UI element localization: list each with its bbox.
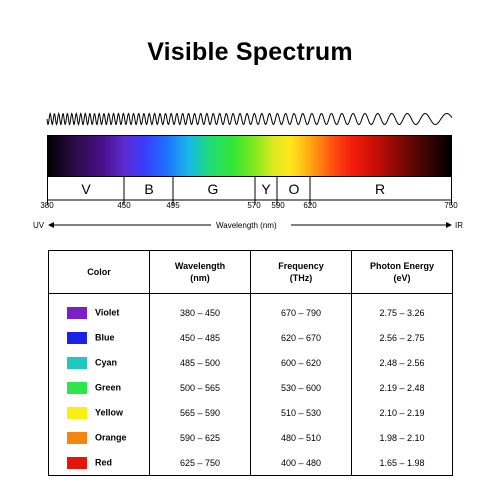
photon-energy-cell: 1.98 – 2.10 xyxy=(351,425,453,450)
color-swatch xyxy=(67,381,87,394)
wavelength-cell: 625 – 750 xyxy=(149,450,251,476)
wavelength-cell: 590 – 625 xyxy=(149,425,251,450)
uv-arrowhead-icon xyxy=(48,222,54,228)
color-name: Red xyxy=(95,456,113,467)
ir-label: IR xyxy=(455,221,463,230)
table-row: Blue 450 – 485 620 – 670 2.56 – 2.75 xyxy=(48,325,453,350)
band-letter-violet: V xyxy=(81,181,91,197)
band-letter-blue: B xyxy=(144,181,154,197)
spectrum-bar xyxy=(47,135,452,177)
tick-label-620: 620 xyxy=(303,201,317,210)
wavelength-cell: 565 – 590 xyxy=(149,400,251,425)
photon-energy-cell: 2.75 – 3.26 xyxy=(351,293,453,325)
frequency-cell: 600 – 620 xyxy=(250,350,352,375)
page-title: Visible Spectrum xyxy=(147,38,353,66)
color-name: Blue xyxy=(95,331,115,342)
table-row: Green 500 – 565 530 – 600 2.19 – 2.48 xyxy=(48,375,453,400)
frequency-cell: 620 – 670 xyxy=(250,325,352,350)
header-wavelength-text: Wavelength (nm) xyxy=(174,261,226,283)
frequency-cell: 480 – 510 xyxy=(250,425,352,450)
color-name: Orange xyxy=(95,431,127,442)
color-cell: Yellow xyxy=(48,400,150,425)
photon-energy-cell: 2.19 – 2.48 xyxy=(351,375,453,400)
color-name: Yellow xyxy=(95,406,124,417)
color-cell: Violet xyxy=(48,293,150,325)
wavelength-axis-label: Wavelength (nm) xyxy=(216,221,277,230)
color-name: Violet xyxy=(95,306,120,317)
color-name: Cyan xyxy=(95,356,118,367)
frequency-cell: 670 – 790 xyxy=(250,293,352,325)
color-swatch xyxy=(67,456,87,469)
band-letter-green: G xyxy=(207,181,219,197)
color-swatch xyxy=(67,356,87,369)
wavelength-cell: 485 – 500 xyxy=(149,350,251,375)
table-row: Violet 380 – 450 670 – 790 2.75 – 3.26 xyxy=(48,293,453,325)
color-cell: Green xyxy=(48,375,150,400)
color-swatch xyxy=(67,431,87,444)
frequency-cell: 400 – 480 xyxy=(250,450,352,476)
color-cell: Red xyxy=(48,450,150,476)
table-body: Violet 380 – 450 670 – 790 2.75 – 3.26 Blue 4… xyxy=(48,293,453,476)
tick-label-590: 590 xyxy=(271,201,285,210)
tick-label-450: 450 xyxy=(117,201,131,210)
header-wavelength: Wavelength (nm) xyxy=(149,250,251,294)
header-frequency-text: Frequency (THz) xyxy=(278,261,324,283)
tick-label-495: 495 xyxy=(166,201,180,210)
color-name: Green xyxy=(95,381,122,392)
tick-label-750: 750 xyxy=(444,201,458,210)
wavelength-cell: 380 – 450 xyxy=(149,293,251,325)
header-photon-energy: Photon Energy (eV) xyxy=(351,250,453,294)
tick-label-570: 570 xyxy=(247,201,261,210)
table-row: Cyan 485 – 500 600 – 620 2.48 – 2.56 xyxy=(48,350,453,375)
wavelength-cell: 500 – 565 xyxy=(149,375,251,400)
wavelength-cell: 450 – 485 xyxy=(149,325,251,350)
table-row: Orange 590 – 625 480 – 510 1.98 – 2.10 xyxy=(48,425,453,450)
header-photon-energy-text: Photon Energy (eV) xyxy=(369,261,434,283)
band-letter-yellow: Y xyxy=(261,181,271,197)
uv-label: UV xyxy=(33,221,45,230)
spectrum-table: Color Wavelength (nm) Frequency (THz) Phot… xyxy=(48,250,453,476)
photon-energy-cell: 2.48 – 2.56 xyxy=(351,350,453,375)
table-row: Yellow 565 – 590 510 – 530 2.10 – 2.19 xyxy=(48,400,453,425)
band-letter-orange: O xyxy=(288,181,300,197)
color-swatch xyxy=(67,331,87,344)
table-row: Red 625 – 750 400 – 480 1.65 – 1.98 xyxy=(48,450,453,476)
photon-energy-cell: 2.56 – 2.75 xyxy=(351,325,453,350)
color-swatch xyxy=(67,406,87,419)
color-cell: Orange xyxy=(48,425,150,450)
color-cell: Cyan xyxy=(48,350,150,375)
frequency-cell: 530 – 600 xyxy=(250,375,352,400)
table-header-row: Color Wavelength (nm) Frequency (THz) Phot… xyxy=(48,250,453,294)
tick-label-380: 380 xyxy=(40,201,54,210)
wave-line xyxy=(46,112,453,126)
header-frequency: Frequency (THz) xyxy=(250,250,352,294)
frequency-cell: 510 – 530 xyxy=(250,400,352,425)
band-letter-red: R xyxy=(374,181,386,197)
color-swatch xyxy=(67,306,87,319)
ir-arrowhead-icon xyxy=(446,222,452,228)
photon-energy-cell: 2.10 – 2.19 xyxy=(351,400,453,425)
color-cell: Blue xyxy=(48,325,150,350)
header-color: Color xyxy=(48,250,150,294)
photon-energy-cell: 1.65 – 1.98 xyxy=(351,450,453,476)
